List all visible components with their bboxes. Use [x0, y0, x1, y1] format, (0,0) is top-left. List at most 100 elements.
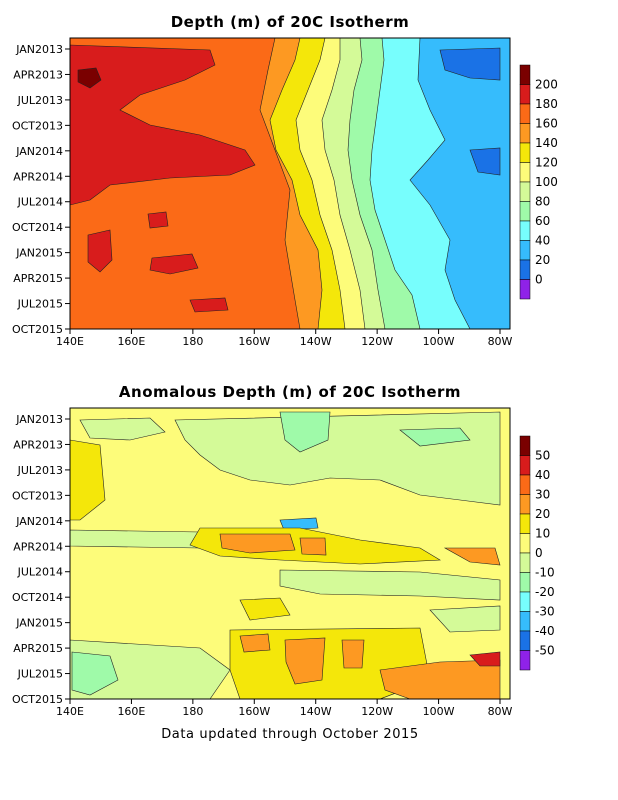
colorbar-swatch [519, 240, 531, 261]
x-tick-label: 100W [423, 335, 455, 348]
x-tick-label: 80W [488, 705, 513, 718]
colorbar-swatch [519, 142, 531, 163]
p1-field-200 [77, 67, 102, 89]
colorbar-swatch [519, 259, 531, 280]
p2-neg-9 [279, 517, 319, 531]
colorbar-swatch [519, 591, 531, 612]
x-tick-label: 160W [238, 705, 270, 718]
x-tick-label: 120W [361, 705, 393, 718]
panel2-title: Anomalous Depth (m) of 20C Isotherm [119, 383, 461, 401]
colorbar-swatch [519, 630, 531, 651]
colorbar-swatch [519, 494, 531, 515]
colorbar-label: -10 [535, 566, 555, 580]
y-tick-label: JUL2014 [17, 196, 63, 209]
panel1-frame [69, 37, 511, 330]
p2-neg-8 [71, 651, 119, 696]
colorbar-swatch [519, 650, 531, 671]
y-tick-label: JUL2013 [17, 94, 63, 107]
y-tick-label: JAN2015 [15, 617, 63, 630]
y-tick-label: JAN2015 [15, 247, 63, 260]
colorbar-swatch [519, 435, 531, 456]
colorbar-swatch [519, 201, 531, 222]
colorbar-label: 20 [535, 253, 550, 267]
panel1-x-axis: 140E 160E 180 160W 140W 120W 100W 80W [56, 329, 513, 348]
y-tick-label: JUL2015 [17, 668, 63, 681]
p1-blob-d [189, 297, 229, 313]
colorbar-label: -30 [535, 605, 555, 619]
y-tick-label: OCT2014 [12, 221, 63, 234]
p1-blob-a [87, 229, 113, 273]
p1-field-40 [409, 38, 510, 329]
x-tick-label: 180 [182, 335, 203, 348]
y-tick-label: APR2015 [13, 642, 63, 655]
colorbar-swatch [519, 513, 531, 534]
colorbar-label: 30 [535, 488, 550, 502]
p2-pos-5 [443, 547, 501, 566]
colorbar-swatch [519, 220, 531, 241]
colorbar-label: 10 [535, 527, 550, 541]
y-tick-label: APR2015 [13, 272, 63, 285]
colorbar-swatch [519, 162, 531, 183]
p2-pos-6 [239, 597, 291, 621]
x-tick-label: 160E [117, 335, 145, 348]
panel2-y-axis: JAN2013 APR2013 JUL2013 OCT2013 JAN2014 APR20… [12, 413, 70, 706]
x-tick-label: 80W [488, 335, 513, 348]
x-tick-label: 140W [300, 705, 332, 718]
colorbar-swatch [519, 64, 531, 85]
x-tick-label: 140W [300, 335, 332, 348]
x-tick-label: 140E [56, 705, 84, 718]
x-tick-label: 120W [361, 335, 393, 348]
x-tick-label: 180 [182, 705, 203, 718]
colorbar-label: 0 [535, 546, 543, 560]
colorbar-swatch [519, 455, 531, 476]
panel1-y-axis: JAN2013 APR2013 JUL2013 OCT2013 JAN2014 APR20… [12, 43, 70, 336]
p1-blob-c [147, 211, 169, 229]
footer-text: Data updated through October 2015 [161, 727, 419, 742]
p2-pos-10 [341, 639, 365, 669]
colorbar-swatch [519, 84, 531, 105]
colorbar-label: 160 [535, 117, 558, 131]
panel2-frame [69, 407, 511, 700]
p2-pos-3 [219, 533, 296, 554]
p1-field-160 [70, 38, 301, 329]
panel2-plot [70, 408, 510, 699]
colorbar-swatch [519, 474, 531, 495]
colorbar-label: 50 [535, 449, 550, 463]
x-tick-label: 160W [238, 335, 270, 348]
colorbar-swatch [519, 533, 531, 554]
y-tick-label: OCT2013 [12, 489, 63, 502]
y-tick-label: JAN2013 [15, 43, 63, 56]
y-tick-label: OCT2014 [12, 591, 63, 604]
colorbar-label: 0 [535, 273, 543, 287]
y-tick-label: OCT2015 [12, 323, 63, 336]
colorbar-label: 40 [535, 234, 550, 248]
p2-neg-1 [79, 417, 166, 441]
colorbar-swatch [519, 572, 531, 593]
colorbar-label: -50 [535, 644, 555, 658]
y-tick-label: APR2014 [13, 170, 63, 183]
colorbar-label: 20 [535, 507, 550, 521]
colorbar-label: 200 [535, 78, 558, 92]
colorbar-swatch [519, 279, 531, 300]
colorbar-label: -20 [535, 585, 555, 599]
colorbar-swatch [519, 611, 531, 632]
panel2-x-axis: 140E 160E 180 160W 140W 120W 100W 80W [56, 699, 513, 718]
colorbar-label: 100 [535, 175, 558, 189]
x-tick-label: 140E [56, 335, 84, 348]
y-tick-label: JUL2014 [17, 566, 63, 579]
colorbar-swatch [519, 181, 531, 202]
p2-pos-11 [379, 659, 501, 699]
y-tick-label: APR2013 [13, 438, 63, 451]
colorbar-label: 180 [535, 97, 558, 111]
y-tick-label: JAN2014 [15, 145, 63, 158]
colorbar-label: 80 [535, 195, 550, 209]
colorbar-label: 120 [535, 156, 558, 170]
y-tick-label: OCT2013 [12, 119, 63, 132]
panel2-colorbar: 50 40 30 20 10 0 -10 -20 -30 -40 -50 [519, 435, 555, 671]
p2-pos-1 [70, 439, 106, 521]
y-tick-label: OCT2015 [12, 693, 63, 706]
p2-pos-12 [469, 651, 501, 667]
p2-pos-4 [299, 537, 327, 556]
